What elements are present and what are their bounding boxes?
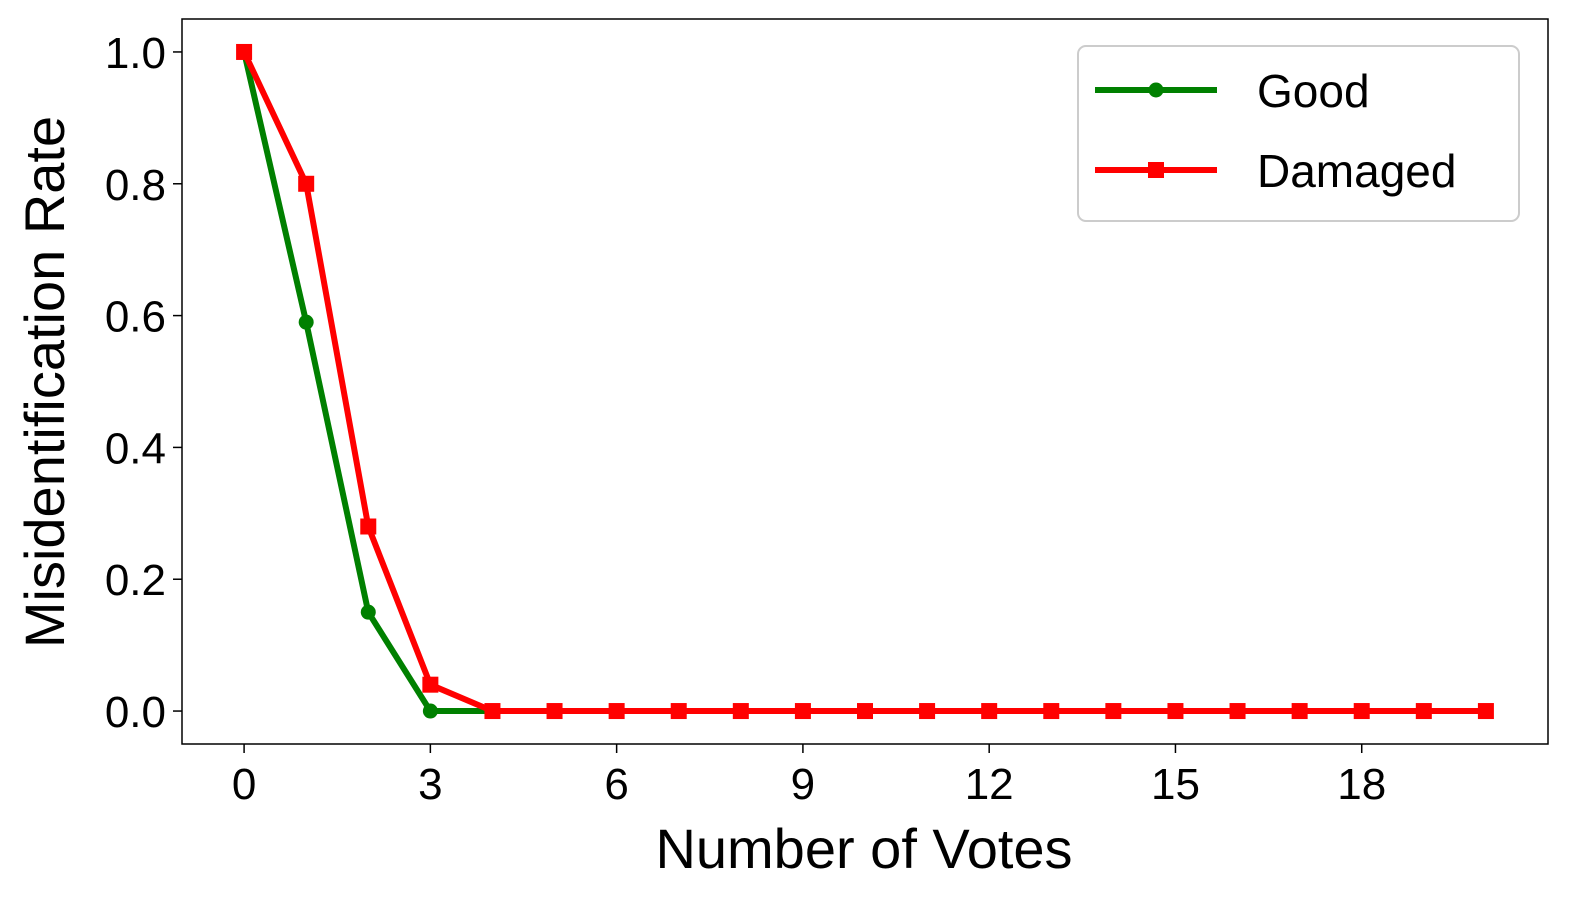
- plot-frame: [181, 18, 1549, 745]
- x-tick-label: 3: [418, 760, 442, 809]
- x-axis-label: Number of Votes: [655, 817, 1072, 880]
- data-point-damaged: [236, 43, 253, 60]
- data-point-damaged: [732, 703, 749, 720]
- data-point-damaged: [794, 703, 811, 720]
- data-point-damaged: [1415, 703, 1432, 720]
- data-point-damaged: [1353, 703, 1370, 720]
- y-tick-label: 0.4: [105, 424, 166, 473]
- data-point-good: [298, 314, 314, 330]
- x-tick-label: 9: [791, 760, 815, 809]
- data-point-damaged: [1043, 703, 1060, 720]
- data-point-damaged: [298, 175, 315, 192]
- x-tick-label: 0: [232, 760, 256, 809]
- data-point-damaged: [360, 518, 377, 535]
- data-point-good: [422, 703, 438, 719]
- y-tick-label: 0.0: [105, 688, 166, 737]
- data-point-damaged: [1105, 703, 1122, 720]
- legend-marker-good: [1148, 82, 1164, 98]
- y-tick-label: 1.0: [105, 29, 166, 78]
- data-point-good: [360, 604, 376, 620]
- x-axis-ticks: 0 3 6 9 12 15 18: [232, 744, 1386, 809]
- x-tick-label: 15: [1151, 760, 1200, 809]
- y-tick-label: 0.6: [105, 293, 166, 342]
- y-axis-label: Misidentification Rate: [13, 116, 76, 648]
- x-tick-label: 18: [1337, 760, 1386, 809]
- data-point-damaged: [919, 703, 936, 720]
- series-layer: [236, 43, 1494, 720]
- data-point-damaged: [1167, 703, 1184, 720]
- data-point-damaged: [546, 703, 563, 720]
- x-tick-label: 12: [965, 760, 1014, 809]
- data-point-damaged: [422, 676, 439, 693]
- data-point-damaged: [670, 703, 687, 720]
- data-point-damaged: [484, 703, 501, 720]
- legend: Good Damaged: [1077, 45, 1520, 222]
- legend-label-good: Good: [1257, 65, 1370, 117]
- y-axis-ticks: 0.0 0.2 0.4 0.6 0.8 1.0: [105, 29, 182, 737]
- x-tick-label: 6: [604, 760, 628, 809]
- legend-label-damaged: Damaged: [1257, 145, 1456, 197]
- data-point-damaged: [1229, 703, 1246, 720]
- y-tick-label: 0.2: [105, 556, 166, 605]
- y-tick-label: 0.8: [105, 161, 166, 210]
- data-point-damaged: [981, 703, 998, 720]
- data-point-damaged: [1477, 703, 1494, 720]
- data-point-damaged: [857, 703, 873, 720]
- data-point-damaged: [608, 703, 625, 720]
- legend-marker-damaged: [1148, 162, 1164, 178]
- series-damaged: [236, 43, 1494, 720]
- data-point-damaged: [1291, 703, 1308, 720]
